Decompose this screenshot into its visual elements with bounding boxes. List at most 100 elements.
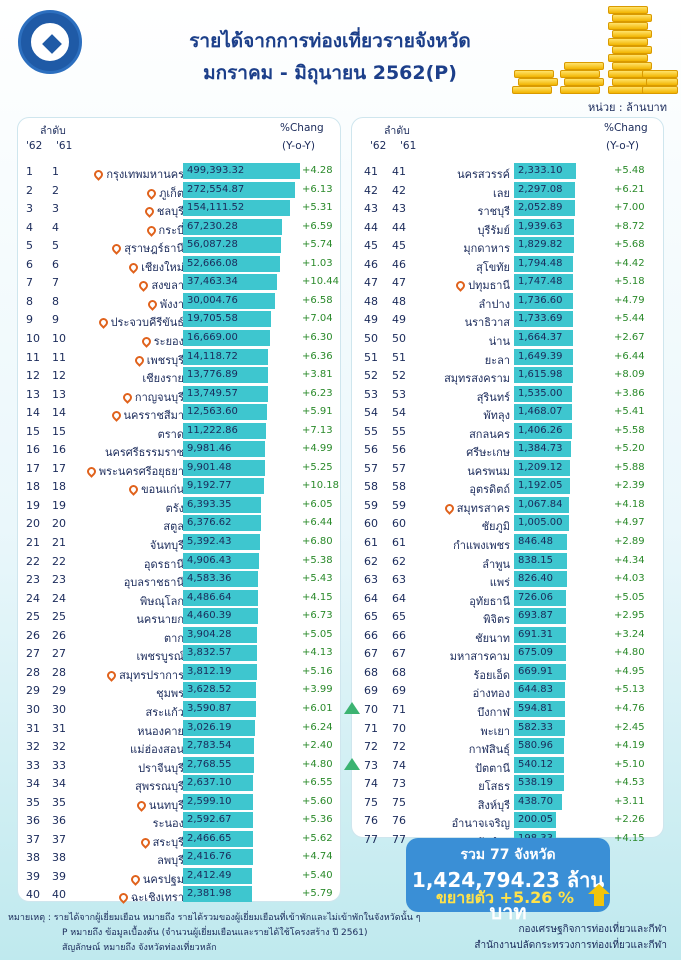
rank-2561: 69 — [392, 684, 406, 698]
rank-2562: 14 — [26, 406, 40, 420]
rank-2562: 16 — [26, 443, 40, 457]
bar-track: 11,222.86 — [183, 422, 300, 439]
province-name: เพชรบูรณ์ — [76, 647, 184, 665]
rank-2561: 30 — [52, 702, 66, 716]
revenue-value: 644.83 — [518, 684, 553, 696]
province-name: ชุมพร — [76, 684, 184, 702]
rank-2562: 54 — [364, 406, 378, 420]
bar-track: 1,939.63 — [514, 218, 618, 235]
revenue-bar — [514, 534, 568, 550]
map-pin-icon — [117, 891, 130, 905]
bar-track: 2,052.89 — [514, 200, 618, 217]
rank-2562: 56 — [364, 443, 378, 457]
revenue-value: 3,590.87 — [187, 702, 232, 714]
rank-2562: 2 — [26, 183, 33, 197]
bar-track: 16,669.00 — [183, 329, 300, 346]
revenue-bar — [183, 163, 300, 179]
province-name: พระนครศรีอยุธยา — [76, 462, 184, 480]
unit-label: หน่วย : ล้านบาท — [588, 101, 667, 114]
bar-track: 1,535.00 — [514, 385, 618, 402]
bar-track: 726.06 — [514, 589, 618, 606]
table-row: 20 20 สตูล 6,376.62 +6.44 — [18, 513, 340, 535]
revenue-bar — [183, 812, 254, 829]
table-row: 69 69 อ่างทอง 644.83 +5.13 — [352, 680, 663, 702]
rank-2562: 12 — [26, 369, 40, 383]
revenue-value: 272,554.87 — [187, 183, 245, 195]
revenue-value: 4,486.64 — [187, 591, 232, 603]
bar-track: 13,749.57 — [183, 385, 300, 402]
province-label: พิษณุโลก — [139, 594, 184, 608]
bar-track: 4,486.64 — [183, 589, 300, 606]
revenue-value: 582.33 — [518, 721, 553, 733]
rank-2561: 19 — [52, 498, 66, 512]
bar-track: 37,463.34 — [183, 274, 300, 291]
province-name: นราธิวาส — [414, 313, 510, 331]
revenue-value: 9,192.77 — [187, 480, 232, 492]
revenue-bar — [514, 441, 572, 458]
table-row: 65 65 พิจิตร 693.87 +2.95 — [352, 606, 663, 628]
province-label: สมุทรปราการ — [119, 668, 184, 682]
province-name: พะเยา — [414, 722, 510, 740]
rank-2561: 36 — [52, 814, 66, 828]
rank-2561: 13 — [52, 387, 66, 401]
title-line2: มกราคม - มิถุนายน 2562(P) — [203, 62, 457, 84]
rank-2561: 61 — [392, 536, 406, 549]
revenue-bar — [514, 422, 572, 439]
revenue-value: 1,535.00 — [518, 387, 563, 399]
province-label: พัทลุง — [483, 409, 510, 423]
yoy-change: +2.26 — [614, 814, 645, 826]
rank-2561: 5 — [52, 239, 59, 253]
province-name: เลย — [414, 184, 510, 202]
revenue-value: 12,563.60 — [187, 406, 238, 418]
rank-2561: 44 — [392, 220, 406, 234]
rank-2561: 32 — [52, 740, 66, 754]
province-label: ระยอง — [153, 334, 184, 348]
bar-track: 2,599.10 — [183, 793, 300, 810]
rank-2562: 57 — [364, 461, 378, 475]
revenue-value: 1,794.48 — [518, 257, 563, 269]
rank-2562: 42 — [364, 183, 378, 197]
rank-2561: 57 — [392, 461, 406, 475]
yoy-change: +5.10 — [614, 758, 645, 770]
bar-track: 14,118.72 — [183, 348, 300, 365]
revenue-bar — [183, 682, 257, 699]
bar-track: 2,637.10 — [183, 775, 300, 792]
province-name: ชลบุรี — [76, 202, 184, 220]
rank-2562: 17 — [26, 461, 40, 475]
province-label: สระบุรี — [152, 835, 184, 849]
footnote-1: หมายเหตุ : รายได้จากผู้เยี่ยมเยือน หมายถ… — [8, 913, 421, 923]
revenue-value: 538.19 — [518, 777, 553, 789]
bar-track: 56,087.28 — [183, 237, 300, 254]
coin-icon — [608, 54, 648, 62]
bar-track: 6,376.62 — [183, 515, 300, 532]
revenue-value: 499,393.32 — [187, 165, 245, 176]
revenue-value: 693.87 — [518, 610, 553, 622]
bar-track: 2,466.65 — [183, 830, 300, 847]
table-row: 21 21 จันทบุรี 5,392.43 +6.80 — [18, 532, 340, 554]
province-label: เพชรบูรณ์ — [136, 650, 184, 664]
revenue-value: 3,026.19 — [187, 721, 232, 733]
province-name: พิจิตร — [414, 610, 510, 628]
province-label: ลำพูน — [482, 557, 510, 571]
rank-2561: 64 — [392, 591, 406, 605]
rank-2561: 27 — [52, 647, 66, 661]
yoy-change: +4.74 — [302, 851, 333, 863]
rank-2561: 56 — [392, 443, 406, 457]
province-name: ระยอง — [76, 332, 184, 350]
table-row: 43 43 ราชบุรี 2,052.89 +7.00 — [352, 198, 663, 220]
table-row: 23 23 อุบลราชธานี 4,583.36 +5.43 — [18, 569, 340, 591]
revenue-value: 2,052.89 — [518, 202, 563, 214]
province-name: พัทลุง — [414, 406, 510, 424]
province-label: ปทุมธานี — [468, 279, 510, 293]
rank-2562: 61 — [364, 536, 378, 549]
rank-2562: 30 — [26, 702, 40, 716]
yoy-change: +5.18 — [614, 276, 645, 288]
province-name: กำแพงเพชร — [414, 536, 510, 554]
rank-2561: 22 — [52, 554, 66, 568]
revenue-value: 691.31 — [518, 628, 553, 640]
rank-up-icon — [344, 701, 360, 714]
total-value: 1,424,794.23 ล้านบาท — [411, 868, 605, 924]
rank-2562: 52 — [364, 369, 378, 383]
yoy-change: +5.44 — [614, 313, 645, 325]
revenue-bar — [183, 626, 257, 643]
